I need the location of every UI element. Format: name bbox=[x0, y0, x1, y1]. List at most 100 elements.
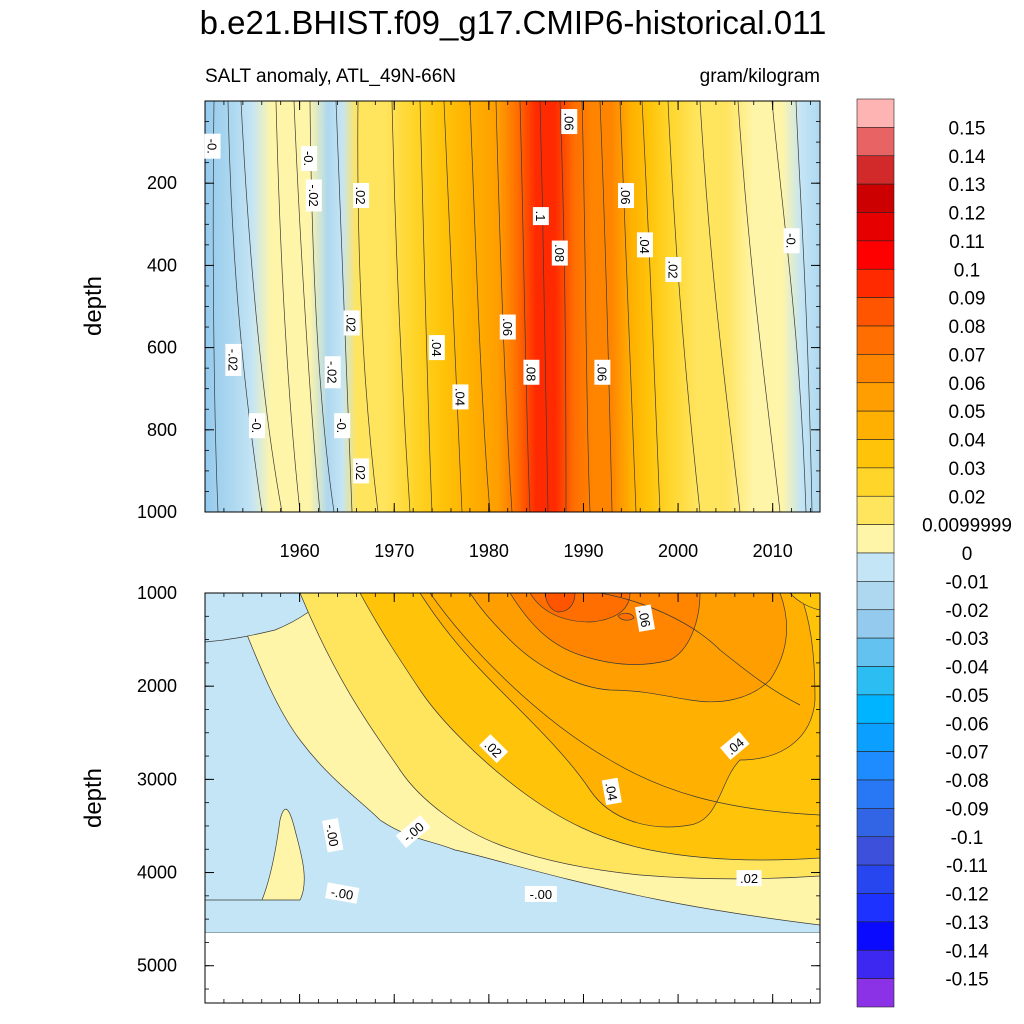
contour-label-box bbox=[395, 815, 431, 848]
colorbar-label: 0.03 bbox=[949, 459, 986, 480]
contour-label-box bbox=[353, 183, 370, 209]
contour-label-box bbox=[353, 458, 370, 484]
contour-label-box bbox=[561, 109, 578, 135]
colorbar-label: 0 bbox=[962, 544, 973, 565]
colorbar-label: -0.03 bbox=[945, 629, 988, 650]
y-tick-label: 200 bbox=[147, 173, 177, 193]
x-tick-label: 1980 bbox=[469, 541, 509, 561]
colorbar-label: -0.01 bbox=[945, 572, 988, 593]
x-tick-label: 2010 bbox=[753, 541, 793, 561]
contour-label-text: -.00 bbox=[530, 887, 552, 902]
contour-label: .06 bbox=[499, 314, 516, 340]
colorbar-swatch bbox=[856, 155, 895, 185]
contour-line bbox=[559, 101, 567, 512]
contour-label: -.00 bbox=[322, 818, 344, 853]
colorbar: 0.15 0.14 0.13 0.12 0.11 0.1 0.09 0.08 0.07 0.06 0… bbox=[856, 98, 1012, 1008]
upper-y-axis-label: depth bbox=[80, 276, 107, 336]
contour-label-text: .04 bbox=[452, 388, 467, 406]
colorbar-swatch bbox=[856, 666, 895, 696]
y-tick-label: 800 bbox=[147, 420, 177, 440]
y-tick-label: 2000 bbox=[137, 676, 177, 696]
contour-line bbox=[771, 101, 807, 512]
colorbar-label: 0.07 bbox=[949, 345, 986, 366]
contour-line bbox=[443, 101, 463, 512]
colorbar-label: -0.02 bbox=[945, 601, 988, 622]
contour-line bbox=[357, 101, 379, 512]
contour-label-box bbox=[618, 183, 635, 209]
contour-label-text: .02 bbox=[344, 314, 359, 332]
contour-label-text: .06 bbox=[618, 186, 633, 204]
contour-label: -0. bbox=[249, 413, 266, 439]
colorbar-swatch bbox=[856, 836, 895, 866]
contour-label: .04 bbox=[452, 384, 469, 410]
colorbar-label: -0.13 bbox=[945, 913, 988, 934]
colorbar-swatch bbox=[856, 694, 895, 724]
contour-line bbox=[619, 101, 637, 512]
colorbar-label: 0.05 bbox=[949, 402, 986, 423]
x-tick-label: 1990 bbox=[563, 541, 603, 561]
contour-label: .06 bbox=[561, 109, 578, 135]
contour-label-box bbox=[305, 179, 322, 212]
colorbar-label: -0.06 bbox=[945, 714, 988, 735]
colorbar-swatch bbox=[856, 893, 895, 923]
contour-label-box bbox=[325, 882, 360, 904]
chart-subtitle-right: gram/kilogram bbox=[700, 66, 820, 87]
contour-label-text: -0. bbox=[249, 418, 264, 433]
contour-label: .04 bbox=[428, 335, 445, 361]
contour-label-box bbox=[249, 413, 266, 439]
contour-label: .02 bbox=[353, 458, 370, 484]
colorbar-swatch bbox=[856, 524, 895, 554]
contour-label-box bbox=[783, 228, 800, 254]
colorbar-swatch bbox=[856, 921, 895, 951]
contour-label-text: -.02 bbox=[306, 184, 321, 206]
contour-line bbox=[240, 101, 283, 512]
x-tick-label: 1970 bbox=[374, 541, 414, 561]
colorbar-swatch bbox=[856, 325, 895, 355]
colorbar-label: -0.11 bbox=[946, 856, 988, 877]
contour-label: -.02 bbox=[305, 179, 322, 212]
contour-label-box bbox=[428, 335, 445, 361]
lower-contour-fill bbox=[617, 612, 635, 621]
contour-label-box bbox=[524, 885, 557, 902]
contour-label-box bbox=[736, 870, 762, 887]
colorbar-swatch bbox=[856, 212, 895, 242]
lower-plot-frame bbox=[204, 592, 821, 1004]
colorbar-swatch bbox=[856, 637, 895, 667]
contour-label-text: -0. bbox=[205, 139, 220, 154]
chart-subtitle-left: SALT anomaly, ATL_49N-66N bbox=[205, 66, 456, 87]
contour-label-text: .08 bbox=[523, 363, 538, 381]
contour-label-text: .04 bbox=[602, 781, 620, 801]
contour-label: -.02 bbox=[225, 343, 242, 376]
contour-label-text: -.02 bbox=[225, 349, 240, 371]
contour-label: -0. bbox=[783, 228, 800, 254]
contour-label-box bbox=[523, 359, 540, 385]
colorbar-swatch bbox=[856, 410, 895, 440]
colorbar-swatch bbox=[856, 495, 895, 525]
contour-label-text: .1 bbox=[533, 211, 548, 222]
contour-line bbox=[699, 101, 741, 512]
contour-label-text: -0. bbox=[301, 151, 316, 166]
contour-label-text: .06 bbox=[636, 608, 654, 628]
colorbar-swatch bbox=[856, 808, 895, 838]
contour-label: .04 bbox=[601, 777, 622, 806]
contour-line bbox=[737, 101, 781, 512]
contour-label-text: .04 bbox=[429, 339, 444, 357]
contour-label-box bbox=[594, 359, 611, 385]
y-tick-label: 1000 bbox=[137, 583, 177, 603]
contour-line bbox=[667, 101, 701, 512]
colorbar-swatch bbox=[856, 751, 895, 781]
contour-label-text: .08 bbox=[552, 244, 567, 262]
contour-label: .1 bbox=[532, 207, 549, 226]
lower-no-data-area bbox=[205, 933, 820, 1003]
upper-x-ticks: 1960 1970 1980 1990 2000 2010 bbox=[204, 101, 811, 561]
colorbar-swatch bbox=[856, 467, 895, 497]
contour-line bbox=[795, 101, 813, 512]
colorbar-swatch bbox=[856, 581, 895, 611]
contour-label-box bbox=[665, 257, 682, 283]
colorbar-swatch bbox=[856, 127, 895, 157]
colorbar-label: 0.14 bbox=[949, 147, 986, 168]
colorbar-swatch bbox=[856, 722, 895, 752]
lower-contour-labels: .06.02.04.04-.00 -.00-.00 -.00.02 bbox=[322, 604, 762, 904]
